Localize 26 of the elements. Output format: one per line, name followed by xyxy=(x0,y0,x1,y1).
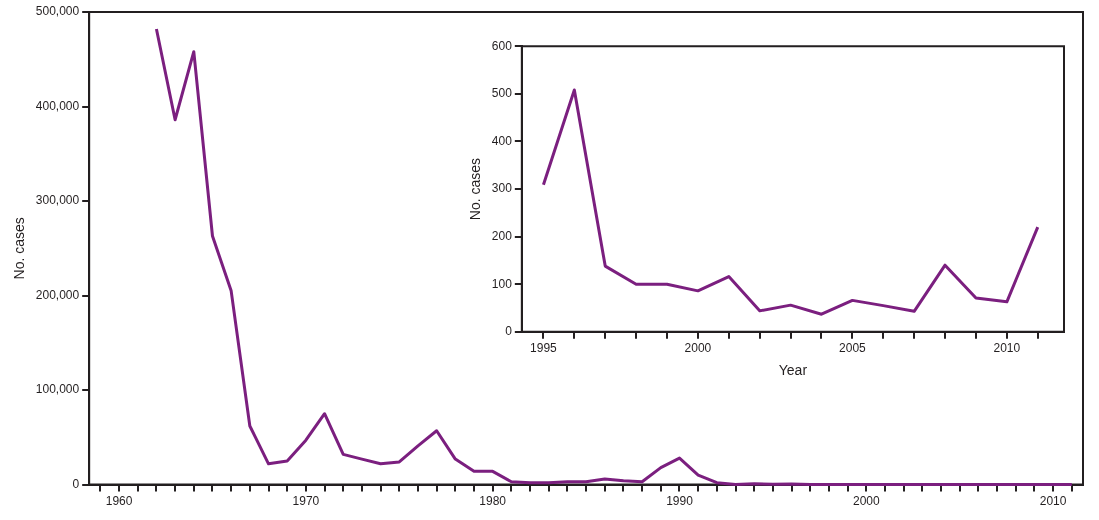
x-tick-label: 1990 xyxy=(666,494,694,509)
x-tick-label: 2010 xyxy=(993,341,1021,356)
y-axis-title: No. cases xyxy=(467,157,484,221)
y-tick-label: 0 xyxy=(72,476,80,491)
x-axis-title: Year xyxy=(778,362,808,379)
x-tick-label: 1995 xyxy=(530,341,558,356)
y-tick-label: 400,000 xyxy=(35,98,80,113)
y-tick-label: 100 xyxy=(491,276,513,291)
y-tick-label: 500 xyxy=(491,86,513,101)
x-tick-label: 2005 xyxy=(839,341,867,356)
y-tick-label: 300,000 xyxy=(35,193,80,208)
y-tick-label: 300 xyxy=(491,181,513,196)
y-tick-label: 0 xyxy=(505,324,513,339)
x-tick-label: 2010 xyxy=(1039,494,1067,509)
y-tick-label: 200,000 xyxy=(35,287,80,302)
y-tick-label: 600 xyxy=(491,38,513,53)
y-axis-title: No. cases xyxy=(11,217,28,280)
x-tick-label: 2000 xyxy=(852,494,880,509)
x-tick-label: 2000 xyxy=(684,341,712,356)
y-tick-label: 500,000 xyxy=(35,4,80,19)
x-tick-label: 1980 xyxy=(479,494,507,509)
y-tick-label: 100,000 xyxy=(35,382,80,397)
x-tick-label: 1960 xyxy=(105,494,133,509)
x-tick-label: 1970 xyxy=(292,494,320,509)
y-tick-label: 400 xyxy=(491,133,513,148)
y-tick-label: 200 xyxy=(491,228,513,243)
